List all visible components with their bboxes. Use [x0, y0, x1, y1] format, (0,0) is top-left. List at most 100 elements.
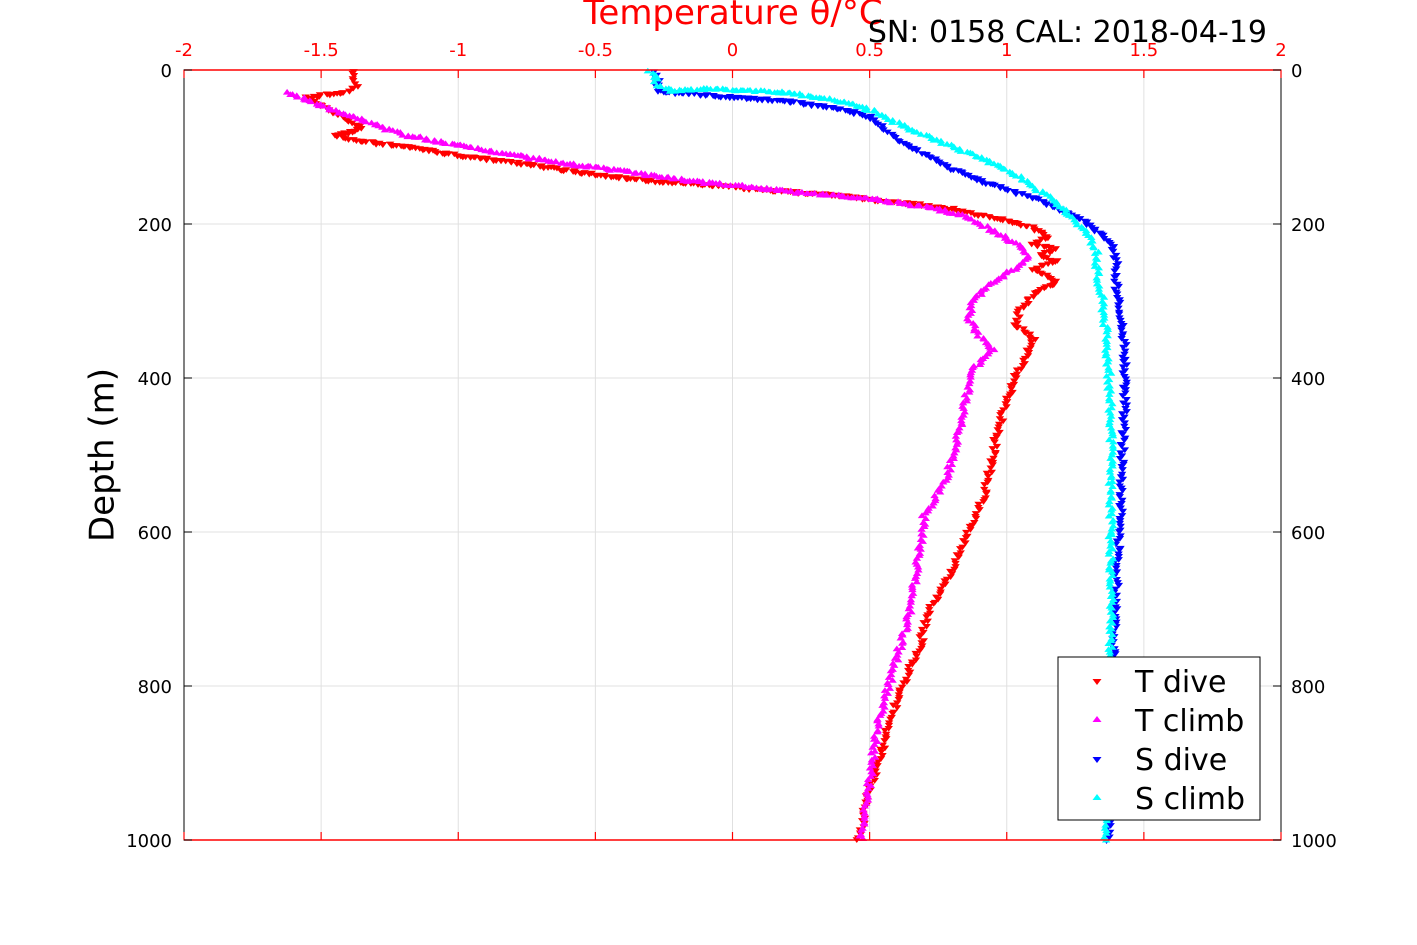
- data-point: [1110, 278, 1119, 285]
- data-point: [487, 148, 496, 155]
- data-point: [908, 661, 917, 668]
- data-point: [936, 586, 945, 593]
- data-point: [1115, 547, 1124, 554]
- data-point: [319, 102, 328, 109]
- data-point: [820, 95, 829, 101]
- data-point: [345, 88, 354, 95]
- data-point: [1107, 460, 1117, 466]
- data-point: [1030, 290, 1040, 297]
- data-point: [1108, 599, 1117, 605]
- data-point: [1106, 424, 1116, 431]
- data-point: [996, 231, 1006, 238]
- data-point: [1089, 244, 1098, 251]
- data-point: [884, 722, 894, 729]
- data-point: [1119, 344, 1128, 351]
- data-point: [1121, 376, 1131, 383]
- data-point: [916, 546, 925, 552]
- data-point: [1011, 266, 1021, 272]
- data-point: [968, 364, 977, 370]
- data-point: [957, 417, 966, 424]
- data-point: [911, 657, 921, 664]
- data-point: [1106, 559, 1115, 566]
- data-point: [822, 191, 831, 198]
- data-point: [690, 91, 699, 97]
- data-point: [534, 156, 543, 163]
- data-point: [353, 84, 363, 90]
- data-point: [1099, 232, 1108, 239]
- data-point: [888, 117, 897, 123]
- data-point: [935, 488, 945, 495]
- data-point: [1105, 583, 1114, 590]
- data-point: [874, 722, 884, 729]
- legend-marker: [1092, 678, 1102, 686]
- data-point: [1119, 358, 1128, 365]
- data-point: [1118, 432, 1127, 438]
- data-point: [888, 710, 897, 717]
- data-point: [1020, 249, 1030, 256]
- data-point: [1033, 243, 1042, 250]
- data-point: [964, 312, 973, 318]
- data-point: [917, 626, 927, 633]
- data-point: [845, 109, 855, 116]
- data-point: [950, 566, 959, 573]
- data-point: [923, 618, 932, 625]
- series-t-climb: [282, 88, 1033, 842]
- data-point: [973, 332, 982, 339]
- data-point: [1081, 227, 1091, 234]
- data-point: [986, 465, 995, 472]
- data-point: [349, 78, 358, 84]
- data-point: [730, 87, 740, 94]
- data-point: [725, 93, 735, 100]
- data-point: [1116, 518, 1125, 524]
- data-point: [869, 733, 879, 739]
- data-point: [891, 134, 900, 141]
- data-point: [988, 446, 997, 452]
- data-point: [982, 491, 991, 497]
- data-point: [378, 142, 388, 148]
- data-point: [1027, 339, 1036, 346]
- data-point: [985, 344, 995, 351]
- data-point: [1105, 436, 1114, 443]
- data-point: [1072, 221, 1082, 228]
- data-point: [878, 753, 887, 759]
- data-point: [860, 809, 869, 816]
- data-point: [1102, 827, 1111, 833]
- data-point: [657, 173, 667, 180]
- x-tick-label: 1.5: [1130, 40, 1159, 61]
- data-point: [1111, 586, 1120, 593]
- data-point: [1103, 384, 1112, 391]
- data-point: [1117, 443, 1126, 450]
- data-point: [912, 148, 921, 154]
- data-point: [1107, 539, 1116, 546]
- data-point: [716, 181, 726, 187]
- data-point: [649, 78, 659, 85]
- data-point: [1107, 528, 1116, 535]
- y-tick-label-right: 600: [1291, 523, 1325, 544]
- data-point: [1120, 423, 1129, 430]
- data-point: [955, 424, 964, 431]
- data-point: [952, 429, 962, 435]
- data-point: [1112, 624, 1121, 630]
- data-point: [955, 546, 965, 552]
- y-tick-label-right: 400: [1291, 369, 1325, 390]
- data-point: [1025, 331, 1035, 338]
- data-point: [686, 86, 696, 93]
- data-point: [995, 429, 1004, 436]
- data-point: [948, 210, 958, 216]
- data-point: [898, 640, 907, 646]
- data-point: [1099, 294, 1109, 300]
- data-point: [1116, 523, 1125, 530]
- data-point: [1107, 568, 1117, 575]
- data-point: [1122, 362, 1131, 369]
- data-point: [1118, 393, 1127, 399]
- data-point: [1106, 413, 1116, 419]
- data-point: [1104, 501, 1114, 508]
- data-point: [1114, 302, 1123, 309]
- data-point: [1018, 362, 1028, 369]
- data-point: [899, 680, 908, 687]
- y-tick-label-left: 1000: [126, 831, 172, 852]
- data-point: [349, 73, 359, 79]
- data-point: [1104, 550, 1114, 557]
- data-point: [529, 162, 539, 169]
- data-point: [960, 408, 969, 415]
